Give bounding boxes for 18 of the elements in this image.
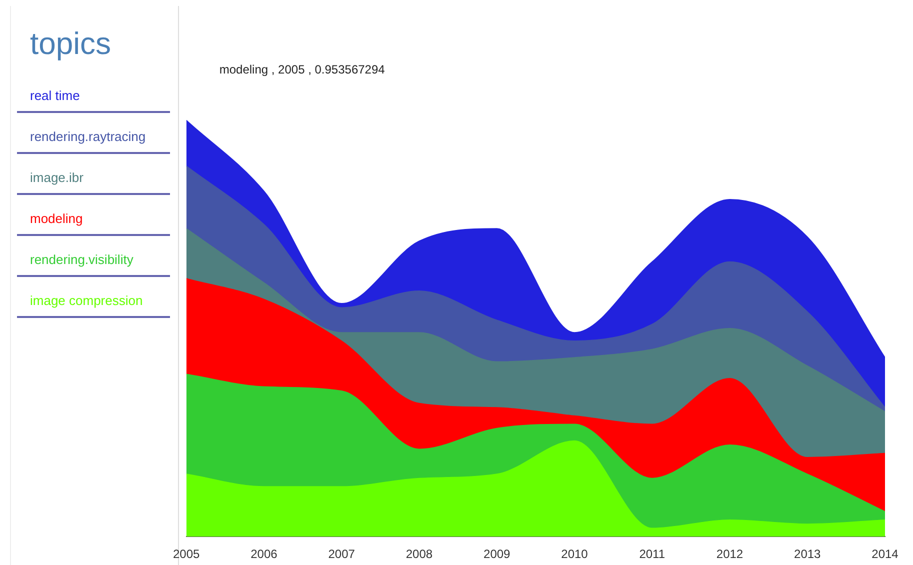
text: image compression xyxy=(17,289,170,318)
x-tick-label: 2014 xyxy=(872,547,899,562)
x-tick-label: 2011 xyxy=(639,547,666,562)
legend-title: topics xyxy=(30,26,112,62)
x-tick-label: 2012 xyxy=(716,547,744,562)
x-tick-label: 2010 xyxy=(561,547,588,562)
x-tick-label: 2005 xyxy=(172,547,200,562)
text: modeling xyxy=(17,207,170,236)
text: image.ibr xyxy=(17,166,170,195)
x-tick-label: 2008 xyxy=(406,547,433,562)
text: modeling , 2005 , 0.953567294 xyxy=(219,62,386,76)
x-tick-label: 2013 xyxy=(794,547,822,562)
text: rendering.raytracing xyxy=(17,125,170,154)
x-tick-label: 2006 xyxy=(250,547,278,562)
x-tick-label: 2009 xyxy=(484,547,511,562)
x-tick-label: 2007 xyxy=(328,547,356,562)
text: rendering.visibility xyxy=(17,248,170,277)
text: real time xyxy=(17,84,170,113)
